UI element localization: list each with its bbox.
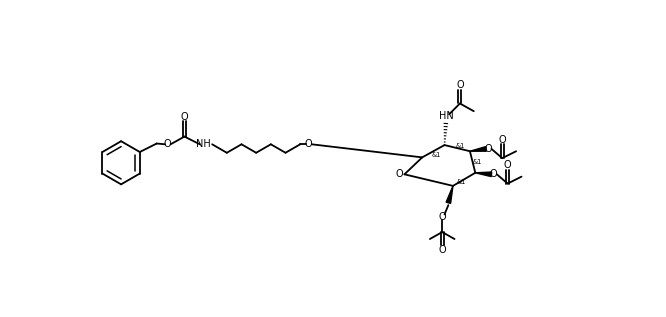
Polygon shape <box>446 186 453 204</box>
Text: O: O <box>498 135 506 145</box>
Text: &1: &1 <box>473 159 482 165</box>
Text: O: O <box>305 139 312 149</box>
Text: HN: HN <box>439 111 454 121</box>
Text: O: O <box>485 144 492 154</box>
Text: O: O <box>164 139 171 149</box>
Text: &1: &1 <box>456 179 466 185</box>
Polygon shape <box>476 172 492 177</box>
Text: &1: &1 <box>432 152 441 158</box>
Text: O: O <box>438 245 446 255</box>
Text: O: O <box>504 160 511 170</box>
Text: O: O <box>456 80 464 90</box>
Text: O: O <box>180 112 188 122</box>
Text: O: O <box>395 169 403 179</box>
Text: NH: NH <box>196 139 210 149</box>
Text: &1: &1 <box>456 143 465 149</box>
Text: O: O <box>490 169 498 179</box>
Polygon shape <box>470 147 486 151</box>
Text: O: O <box>438 212 446 222</box>
